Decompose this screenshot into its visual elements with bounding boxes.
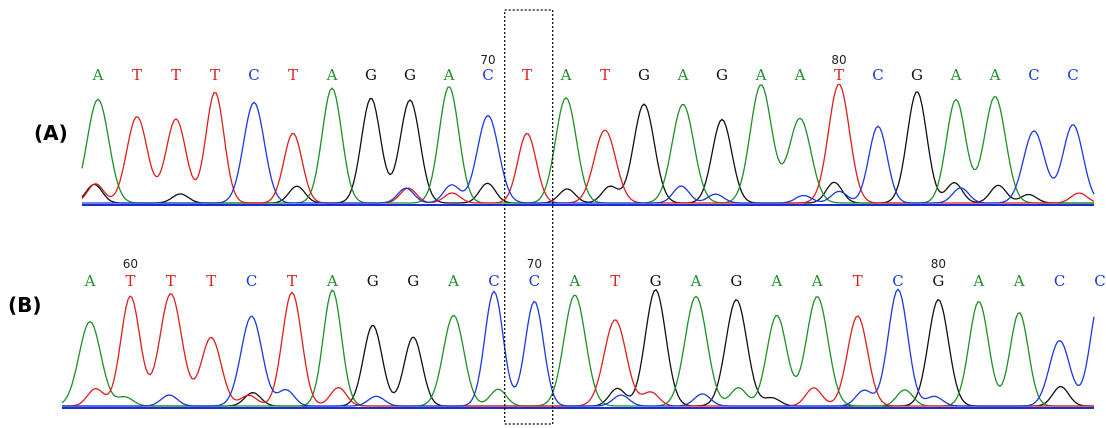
base-call: G (650, 272, 662, 290)
base-call: C (872, 66, 883, 84)
trace-t (62, 291, 1094, 407)
base-call: A (560, 66, 572, 84)
base-call: A (755, 66, 767, 84)
panel-a: (A) A T T T C T A G G A C T A T G A G A A T C G A A C C 70 80 (34, 53, 1095, 206)
panel-a-label: (A) (34, 121, 68, 145)
trace-c (82, 101, 1095, 204)
base-call: T (125, 272, 135, 290)
base-call: T (287, 272, 297, 290)
base-call: T (522, 66, 532, 84)
base-call: T (834, 66, 844, 84)
trace-a (61, 289, 1094, 407)
base-call: A (443, 66, 455, 84)
trace-a (81, 84, 1094, 204)
base-call: C (892, 272, 903, 290)
panel-b: (B) A T T T C T A G G A C C A T G A G A A T C G A A C C 60 70 80 (8, 257, 1106, 409)
base-call: C (1067, 66, 1078, 84)
position-label: 60 (123, 257, 138, 271)
position-label: 80 (931, 257, 946, 271)
panel-b-traces (61, 288, 1095, 409)
base-call: A (326, 66, 338, 84)
base-call: G (367, 272, 379, 290)
trace-t (81, 83, 1095, 204)
base-call: A (950, 66, 962, 84)
trace-c (62, 288, 1095, 407)
highlight-box (504, 9, 554, 425)
base-call: A (92, 66, 104, 84)
base-call: C (1094, 272, 1105, 290)
base-call: G (404, 66, 416, 84)
panel-b-positions: 60 70 80 (123, 257, 946, 271)
base-call: C (482, 66, 493, 84)
panel-b-label: (B) (8, 293, 42, 317)
base-call: G (638, 66, 650, 84)
base-call: A (677, 66, 689, 84)
base-call: G (365, 66, 377, 84)
base-call: G (730, 272, 742, 290)
base-call: C (248, 66, 259, 84)
panel-a-traces (81, 83, 1095, 206)
base-call: G (911, 66, 923, 84)
base-call: A (447, 272, 459, 290)
position-label: 80 (831, 53, 846, 67)
base-call: A (326, 272, 338, 290)
base-call: T (171, 66, 181, 84)
base-call: A (770, 272, 782, 290)
base-call: T (206, 272, 216, 290)
base-call: A (811, 272, 823, 290)
base-call: G (716, 66, 728, 84)
base-call: T (288, 66, 298, 84)
base-call: A (84, 272, 96, 290)
base-call: C (1054, 272, 1065, 290)
base-call: T (600, 66, 610, 84)
base-call: A (989, 66, 1001, 84)
base-call: T (610, 272, 620, 290)
base-call: C (246, 272, 257, 290)
base-call: A (794, 66, 806, 84)
position-label: 70 (527, 257, 542, 271)
base-call: T (132, 66, 142, 84)
base-call: C (529, 272, 540, 290)
base-call: C (488, 272, 499, 290)
base-call: C (1028, 66, 1039, 84)
panel-a-positions: 70 80 (480, 53, 846, 67)
base-call: A (690, 272, 702, 290)
base-call: G (932, 272, 944, 290)
position-label: 70 (480, 53, 495, 67)
base-call: A (568, 272, 580, 290)
base-call: A (972, 272, 984, 290)
base-call: T (853, 272, 863, 290)
base-call: G (407, 272, 419, 290)
base-call: T (166, 272, 176, 290)
base-call: A (1013, 272, 1025, 290)
base-call: T (210, 66, 220, 84)
